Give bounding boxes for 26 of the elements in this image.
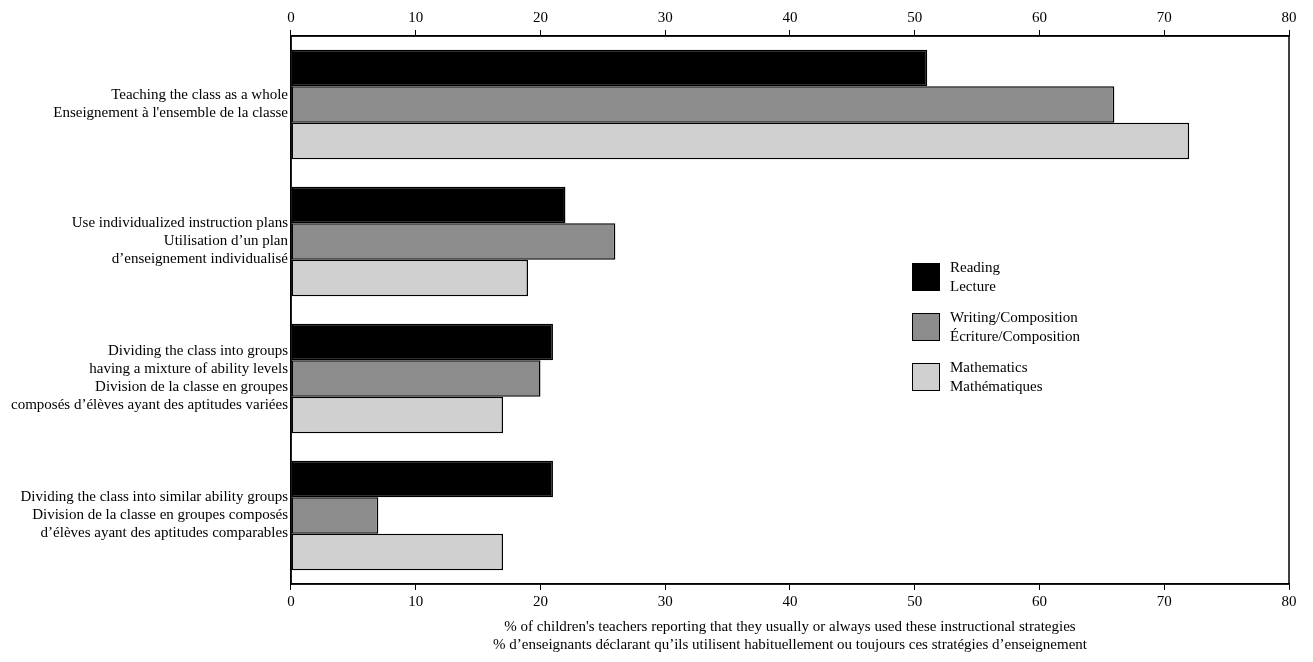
- x-tick-label: 30: [657, 592, 673, 609]
- legend-label: Mathematics Mathématiques: [950, 358, 1043, 396]
- y-tick-label: Dividing the class into similar ability groups Division de la classe en groupes composés d’élèves ayant des aptitudes comparables: [20, 488, 289, 541]
- x-tick-label: 10: [408, 592, 424, 609]
- x-axis-title: % of children's teachers reporting that they usually or always used these instructional strategies % d’enseignants déclarant qu’ils utilisent habituellement ou toujours ces stratégies d’enseignement: [492, 617, 1088, 652]
- x2-tick-label: 0: [287, 8, 295, 25]
- x-tick-label: 60: [1032, 592, 1047, 609]
- x2-tick-label: 40: [782, 8, 798, 25]
- x-tick-label: 40: [782, 592, 798, 609]
- legend-label: Writing/Composition Écriture/Composition: [950, 308, 1080, 346]
- x2-tick-label: 80: [1281, 8, 1297, 25]
- x-tick-label: 20: [532, 592, 548, 609]
- x-tick-label: 80: [1281, 592, 1297, 609]
- x2-tick-label: 70: [1156, 8, 1172, 25]
- x2-tick-label: 60: [1032, 8, 1047, 25]
- x-tick-label: 0: [287, 592, 295, 609]
- x2-tick-label: 30: [657, 8, 673, 25]
- x2-tick-label: 10: [408, 8, 424, 25]
- x2-tick-label: 50: [907, 8, 923, 25]
- x-tick-label: 50: [907, 592, 923, 609]
- legend-label: Reading Lecture: [950, 258, 1000, 296]
- x2-tick-label: 20: [532, 8, 548, 25]
- x-tick-label: 70: [1156, 592, 1172, 609]
- y-tick-label: Teaching the class as a whole Enseignement à l'ensemble de la classe: [53, 86, 289, 121]
- y-tick-label: Use individualized instruction plans Utilisation d’un plan d’enseignement individualisé: [71, 214, 289, 267]
- y-tick-label: Dividing the class into groups having a mixture of ability levels Division de la classe en groupes composés d’élèves ayant des aptitudes variées: [10, 342, 289, 413]
